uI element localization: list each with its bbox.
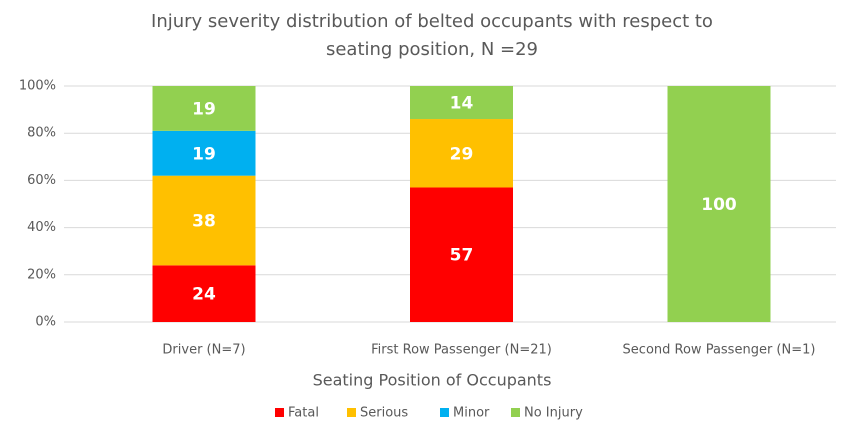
bar-segment — [152, 130, 256, 176]
legend-swatch — [275, 408, 284, 417]
data-label: 38 — [192, 212, 216, 232]
legend-label: Minor — [453, 406, 490, 421]
y-tick-label: 0% — [35, 315, 56, 330]
bar-segment — [410, 187, 513, 322]
legend-label: Fatal — [288, 406, 319, 421]
data-label: 19 — [192, 99, 216, 119]
legend-swatch — [440, 408, 449, 417]
y-tick-label: 80% — [27, 126, 56, 141]
bar-segment — [152, 175, 256, 266]
bar-segment — [410, 119, 513, 188]
legend-label: No Injury — [524, 406, 583, 421]
chart-title: seating position, N =29 — [326, 39, 538, 60]
y-tick-label: 60% — [27, 173, 56, 188]
data-label: 19 — [192, 144, 216, 164]
x-axis-title: Seating Position of Occupants — [313, 371, 552, 390]
chart-title: Injury severity distribution of belted o… — [151, 11, 713, 32]
legend-swatch — [511, 408, 520, 417]
legend-swatch — [347, 408, 356, 417]
y-tick-label: 40% — [27, 220, 56, 235]
data-label: 57 — [450, 246, 474, 266]
data-label: 14 — [450, 94, 474, 114]
y-tick-label: 100% — [19, 79, 56, 94]
x-tick-label: First Row Passenger (N=21) — [371, 343, 552, 358]
bar-segment — [667, 86, 771, 322]
bar-segment — [152, 265, 256, 322]
bar-segment — [152, 86, 256, 131]
data-label: 24 — [192, 285, 216, 305]
data-label: 100 — [701, 195, 737, 215]
data-label: 29 — [450, 144, 474, 164]
legend-label: Serious — [360, 406, 408, 421]
x-tick-label: Second Row Passenger (N=1) — [623, 343, 816, 358]
y-tick-label: 20% — [27, 267, 56, 282]
bar-segment — [410, 86, 513, 120]
x-tick-label: Driver (N=7) — [162, 343, 245, 358]
